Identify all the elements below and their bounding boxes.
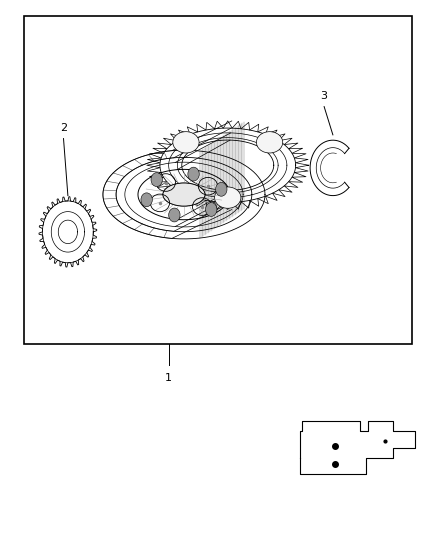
Text: 2: 2 [60, 123, 67, 133]
Circle shape [205, 203, 217, 216]
Circle shape [141, 193, 152, 207]
Text: 3: 3 [321, 91, 328, 101]
Text: 1: 1 [165, 374, 172, 383]
Circle shape [188, 167, 199, 181]
Bar [24, 16, 412, 344]
Circle shape [215, 182, 227, 196]
Polygon shape [300, 421, 415, 474]
Ellipse shape [163, 183, 205, 206]
Ellipse shape [256, 132, 283, 153]
Ellipse shape [173, 132, 199, 153]
Circle shape [169, 208, 180, 222]
Circle shape [151, 173, 162, 187]
Ellipse shape [215, 187, 241, 208]
